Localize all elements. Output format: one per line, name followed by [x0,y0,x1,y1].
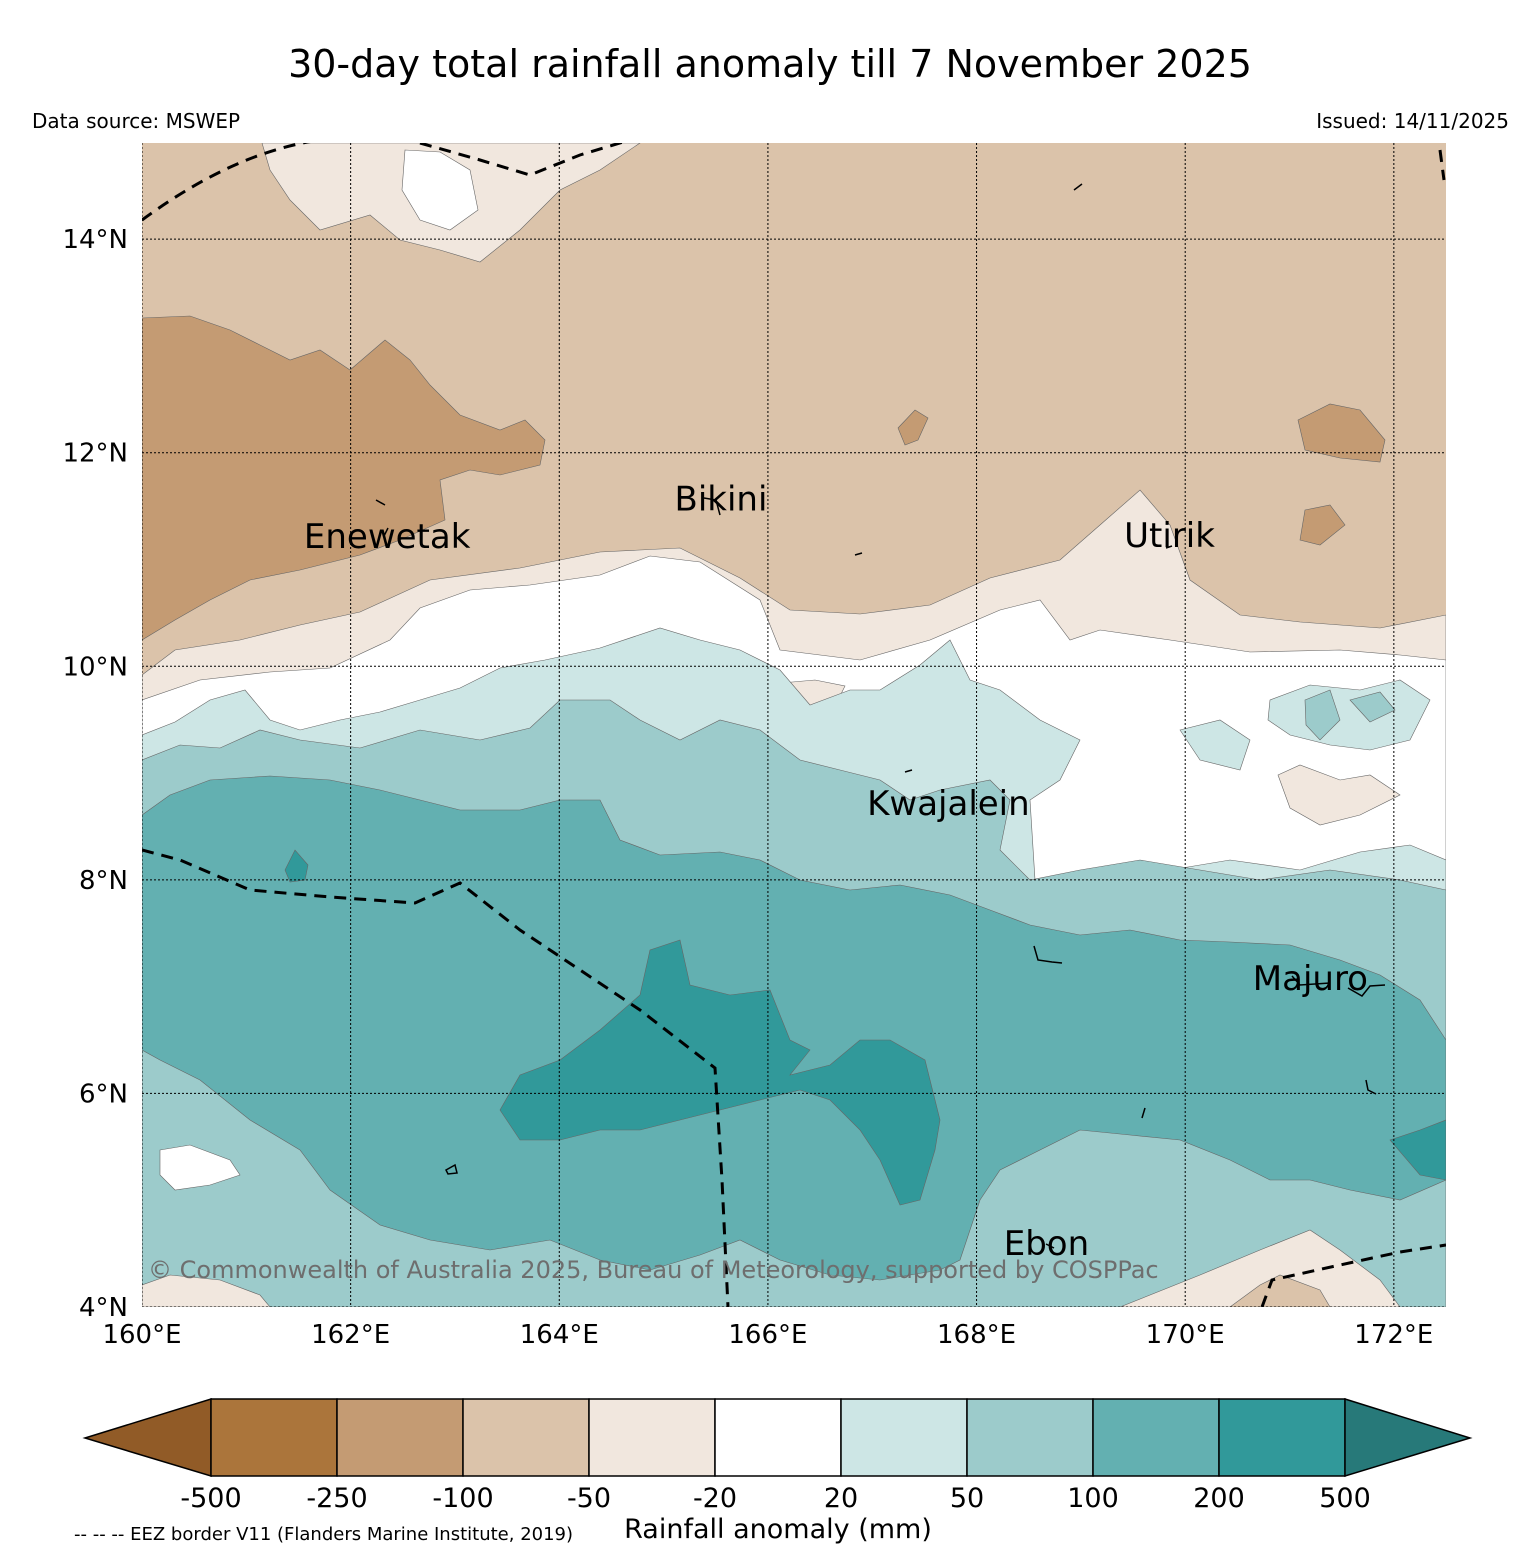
colorbar-title: Rainfall anomaly (mm) [624,1514,932,1545]
colorbar-tick-label: 50 [950,1483,984,1514]
lon-tick-label: 172°E [1354,1320,1433,1350]
colorbar: -500 -250 -100 -50 -20 20 50 100 200 500 [82,1397,1473,1514]
anomaly-patch-50-100-ne2 [1349,691,1396,723]
lon-tick-label: 162°E [311,1320,390,1350]
colorbar-tick-label: 500 [1319,1483,1371,1514]
anomaly-band-minus100-minus250 [142,315,546,641]
anomaly-patch-minus100-central [897,409,929,446]
colorbar-segment [588,1398,716,1477]
place-label-ebon: Ebon [1004,1224,1089,1264]
anomaly-patch-beige-sw-corner [142,1274,271,1307]
colorbar-segment [1092,1398,1220,1477]
lat-tick-label: 6°N [79,1079,128,1109]
anomaly-patch-50-100-ne [1304,689,1341,741]
lat-tick-label: 4°N [79,1293,128,1323]
colorbar-tick-label: -50 [567,1483,611,1514]
anomaly-patch-beige-se [1119,1229,1401,1307]
place-labels: Enewetak Bikini Utirik Kwajalein Majuro Ebon [304,480,1368,1264]
anomaly-patch-200-500-east [1389,1119,1446,1181]
anomaly-patch-beige-9n-east [1277,764,1401,826]
place-label-majuro: Majuro [1253,959,1368,999]
issued-date-label: Issued: 14/11/2025 [1316,109,1509,133]
anomaly-patch-20-50-ne [1267,679,1431,751]
map-gridlines [142,143,1446,1307]
anomaly-band-200-500-central [499,939,941,1206]
colorbar-segment [1218,1398,1346,1477]
eez-borders [142,143,1446,1307]
eez-border-note: -- -- -- EEZ border V11 (Flanders Marine… [74,1524,573,1545]
data-source-label: Data source: MSWEP [32,109,241,133]
lon-tick-label: 166°E [728,1320,807,1350]
place-label-enewetak: Enewetak [304,517,471,557]
colorbar-tick-label: -250 [306,1483,367,1514]
colorbar-segment [336,1398,464,1477]
lon-tick-label: 168°E [937,1320,1016,1350]
colorbar-extend-high [1344,1397,1473,1478]
latitude-tick-labels: 14°N 12°N 10°N 8°N 6°N 4°N [62,225,128,1323]
longitude-tick-labels: 160°E 162°E 164°E 166°E 168°E 170°E 172°E [102,1320,1433,1350]
colorbar-tick-label: -20 [693,1483,737,1514]
place-label-utirik: Utirik [1124,516,1215,556]
anomaly-patch-tan-se [1229,1274,1331,1307]
lat-tick-label: 10°N [62,652,128,682]
lat-tick-label: 14°N [62,225,128,255]
anomaly-patch-20-50-east [1179,719,1251,771]
lat-tick-label: 8°N [79,866,128,896]
anomaly-patch-white-sw [159,1144,241,1191]
map-plot-area: © Commonwealth of Australia 2025, Bureau… [142,143,1446,1307]
colorbar-tick-label: -500 [180,1483,241,1514]
colorbar-segment [462,1398,590,1477]
colorbar-tick-label: 200 [1193,1483,1245,1514]
anomaly-patch-minus100-east-small [1299,504,1346,546]
colorbar-tick-label: 100 [1067,1483,1119,1514]
colorbar-extend-low [82,1397,212,1478]
anomaly-band-100-200 [142,775,1446,1281]
lon-tick-label: 160°E [102,1320,181,1350]
colorbar-tick-label: -100 [432,1483,493,1514]
anomaly-patch-top-white [401,149,479,231]
lon-tick-label: 164°E [520,1320,599,1350]
colorbar-segment [840,1398,968,1477]
copyright-notice: © Commonwealth of Australia 2025, Bureau… [148,1256,1159,1284]
colorbar-segment [714,1398,842,1477]
anomaly-patch-200-500-west [284,849,309,883]
place-label-bikini: Bikini [675,480,768,520]
place-label-kwajalein: Kwajalein [867,784,1030,824]
anomaly-patch-minus100-east [1297,403,1386,463]
colorbar-segment [966,1398,1094,1477]
lat-tick-label: 12°N [62,439,128,469]
island-outlines [375,183,1386,1249]
colorbar-segment [210,1398,338,1477]
page-title: 30-day total rainfall anomaly till 7 Nov… [288,42,1252,86]
lon-tick-label: 170°E [1146,1320,1225,1350]
colorbar-tick-label: 20 [824,1483,858,1514]
